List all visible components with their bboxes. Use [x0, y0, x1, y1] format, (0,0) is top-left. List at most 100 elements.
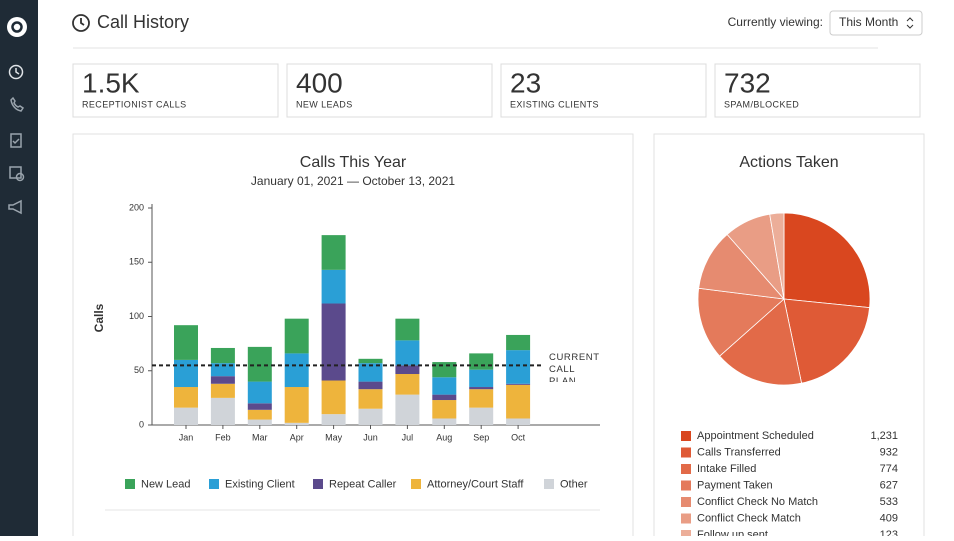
legend-swatch: [681, 431, 691, 441]
page-title: Call History: [97, 12, 189, 32]
bar-segment: [174, 387, 198, 408]
bar-segment: [469, 353, 494, 370]
bar-segment: [210, 383, 235, 398]
legend-label: New Lead: [141, 478, 191, 490]
y-tick-label: 50: [134, 365, 144, 375]
legend-label: Conflict Check Match: [697, 512, 801, 524]
kpi-card: [72, 63, 279, 118]
kpi-value: 23: [510, 67, 541, 98]
kpi-label: EXISTING CLIENTS: [510, 99, 599, 109]
bar-segment: [174, 359, 198, 388]
bar-segment: [432, 418, 457, 425]
bar-segment: [469, 387, 494, 390]
select-arrows: [906, 17, 914, 29]
nav-calls[interactable]: [10, 96, 25, 112]
sidebar: [0, 0, 38, 536]
pie-slice: [783, 298, 871, 384]
kpi-card: [286, 63, 493, 118]
bar-panel: [72, 133, 634, 541]
viewing-label: Currently viewing:: [728, 15, 823, 29]
period-select[interactable]: [829, 10, 923, 36]
y-tick-label: 100: [129, 311, 144, 321]
bar-segment: [358, 389, 383, 409]
nav-campaigns[interactable]: [8, 199, 22, 215]
bar-segment: [506, 383, 531, 385]
y-tick-label: 150: [129, 257, 144, 267]
legend-value: 409: [880, 512, 898, 524]
bar-segment: [506, 384, 531, 419]
bar-segment: [358, 408, 383, 425]
y-axis-label: Calls: [92, 303, 106, 332]
bar-segment: [506, 334, 531, 351]
legend-swatch: [125, 479, 135, 489]
bar-segment: [210, 363, 235, 377]
y-tick-label: 200: [129, 202, 144, 212]
bar-segment: [210, 376, 235, 384]
legend-swatch: [681, 464, 691, 474]
legend-swatch: [681, 497, 691, 507]
history-icon: [72, 14, 90, 32]
legend-label: Payment Taken: [697, 479, 773, 491]
bar-segment: [506, 418, 531, 425]
bar-segment: [247, 381, 272, 404]
x-tick-label: Jan: [179, 432, 194, 442]
bar-segment: [284, 353, 309, 388]
nav-tasks[interactable]: [10, 133, 22, 148]
bar-segment: [284, 318, 309, 354]
legend-label: Attorney/Court Staff: [427, 478, 524, 490]
chart-title: Calls This Year: [300, 154, 407, 171]
chart-title: Actions Taken: [739, 154, 838, 171]
bar-segment: [247, 409, 272, 420]
nav-calendar[interactable]: [9, 166, 25, 182]
bar-segment: [174, 407, 198, 425]
legend-value: 1,231: [870, 430, 898, 442]
legend-value: 627: [880, 479, 898, 491]
x-tick-label: Apr: [290, 432, 304, 442]
bar-segment: [395, 365, 420, 375]
bar-segment: [321, 235, 346, 270]
legend-swatch: [681, 480, 691, 491]
nav-history[interactable]: [8, 64, 24, 80]
legend-swatch: [411, 479, 421, 489]
pie-slice: [769, 212, 785, 300]
call-plan-label: CURRENT CALL PLAN: [549, 352, 600, 383]
legend-label: Follow up sent: [697, 529, 768, 536]
bar-segment: [432, 394, 457, 401]
logo[interactable]: [7, 17, 27, 37]
pie-slice: [783, 212, 871, 309]
bar-segment: [284, 422, 309, 425]
bar-segment: [395, 340, 420, 366]
bar-segment: [321, 380, 346, 415]
legend-label: Appointment Scheduled: [697, 430, 814, 442]
legend-swatch: [209, 479, 219, 489]
x-tick-label: Aug: [436, 432, 452, 442]
bar-segment: [247, 419, 272, 425]
bar-segment: [432, 377, 457, 395]
legend-label: Intake Filled: [697, 463, 756, 475]
bar-segment: [395, 374, 420, 395]
kpi-label: NEW LEADS: [296, 99, 353, 109]
bar-segment: [432, 362, 457, 378]
legend-label: Conflict Check No Match: [697, 496, 818, 508]
legend-label: Calls Transferred: [697, 446, 781, 458]
legend-swatch: [681, 513, 691, 524]
period-value: This Month: [839, 15, 898, 29]
kpi-value: 1.5K: [82, 67, 140, 98]
legend-value: 533: [880, 496, 898, 508]
bar-segment: [432, 400, 457, 419]
legend-value: 932: [880, 446, 898, 458]
x-tick-label: Sep: [473, 432, 489, 442]
legend-value: 774: [880, 463, 898, 475]
bar-segment: [247, 403, 272, 410]
bar-segment: [321, 303, 346, 381]
x-tick-label: May: [325, 432, 343, 442]
kpi-card: [500, 63, 707, 118]
bar-segment: [210, 347, 235, 364]
call-plan-box: CURRENT CALL PLAN: [549, 352, 600, 383]
x-tick-label: Jul: [402, 432, 414, 442]
bar-segment: [395, 394, 420, 425]
legend-value: 123: [880, 529, 898, 536]
x-tick-label: Jun: [363, 432, 378, 442]
x-tick-label: Mar: [252, 432, 268, 442]
